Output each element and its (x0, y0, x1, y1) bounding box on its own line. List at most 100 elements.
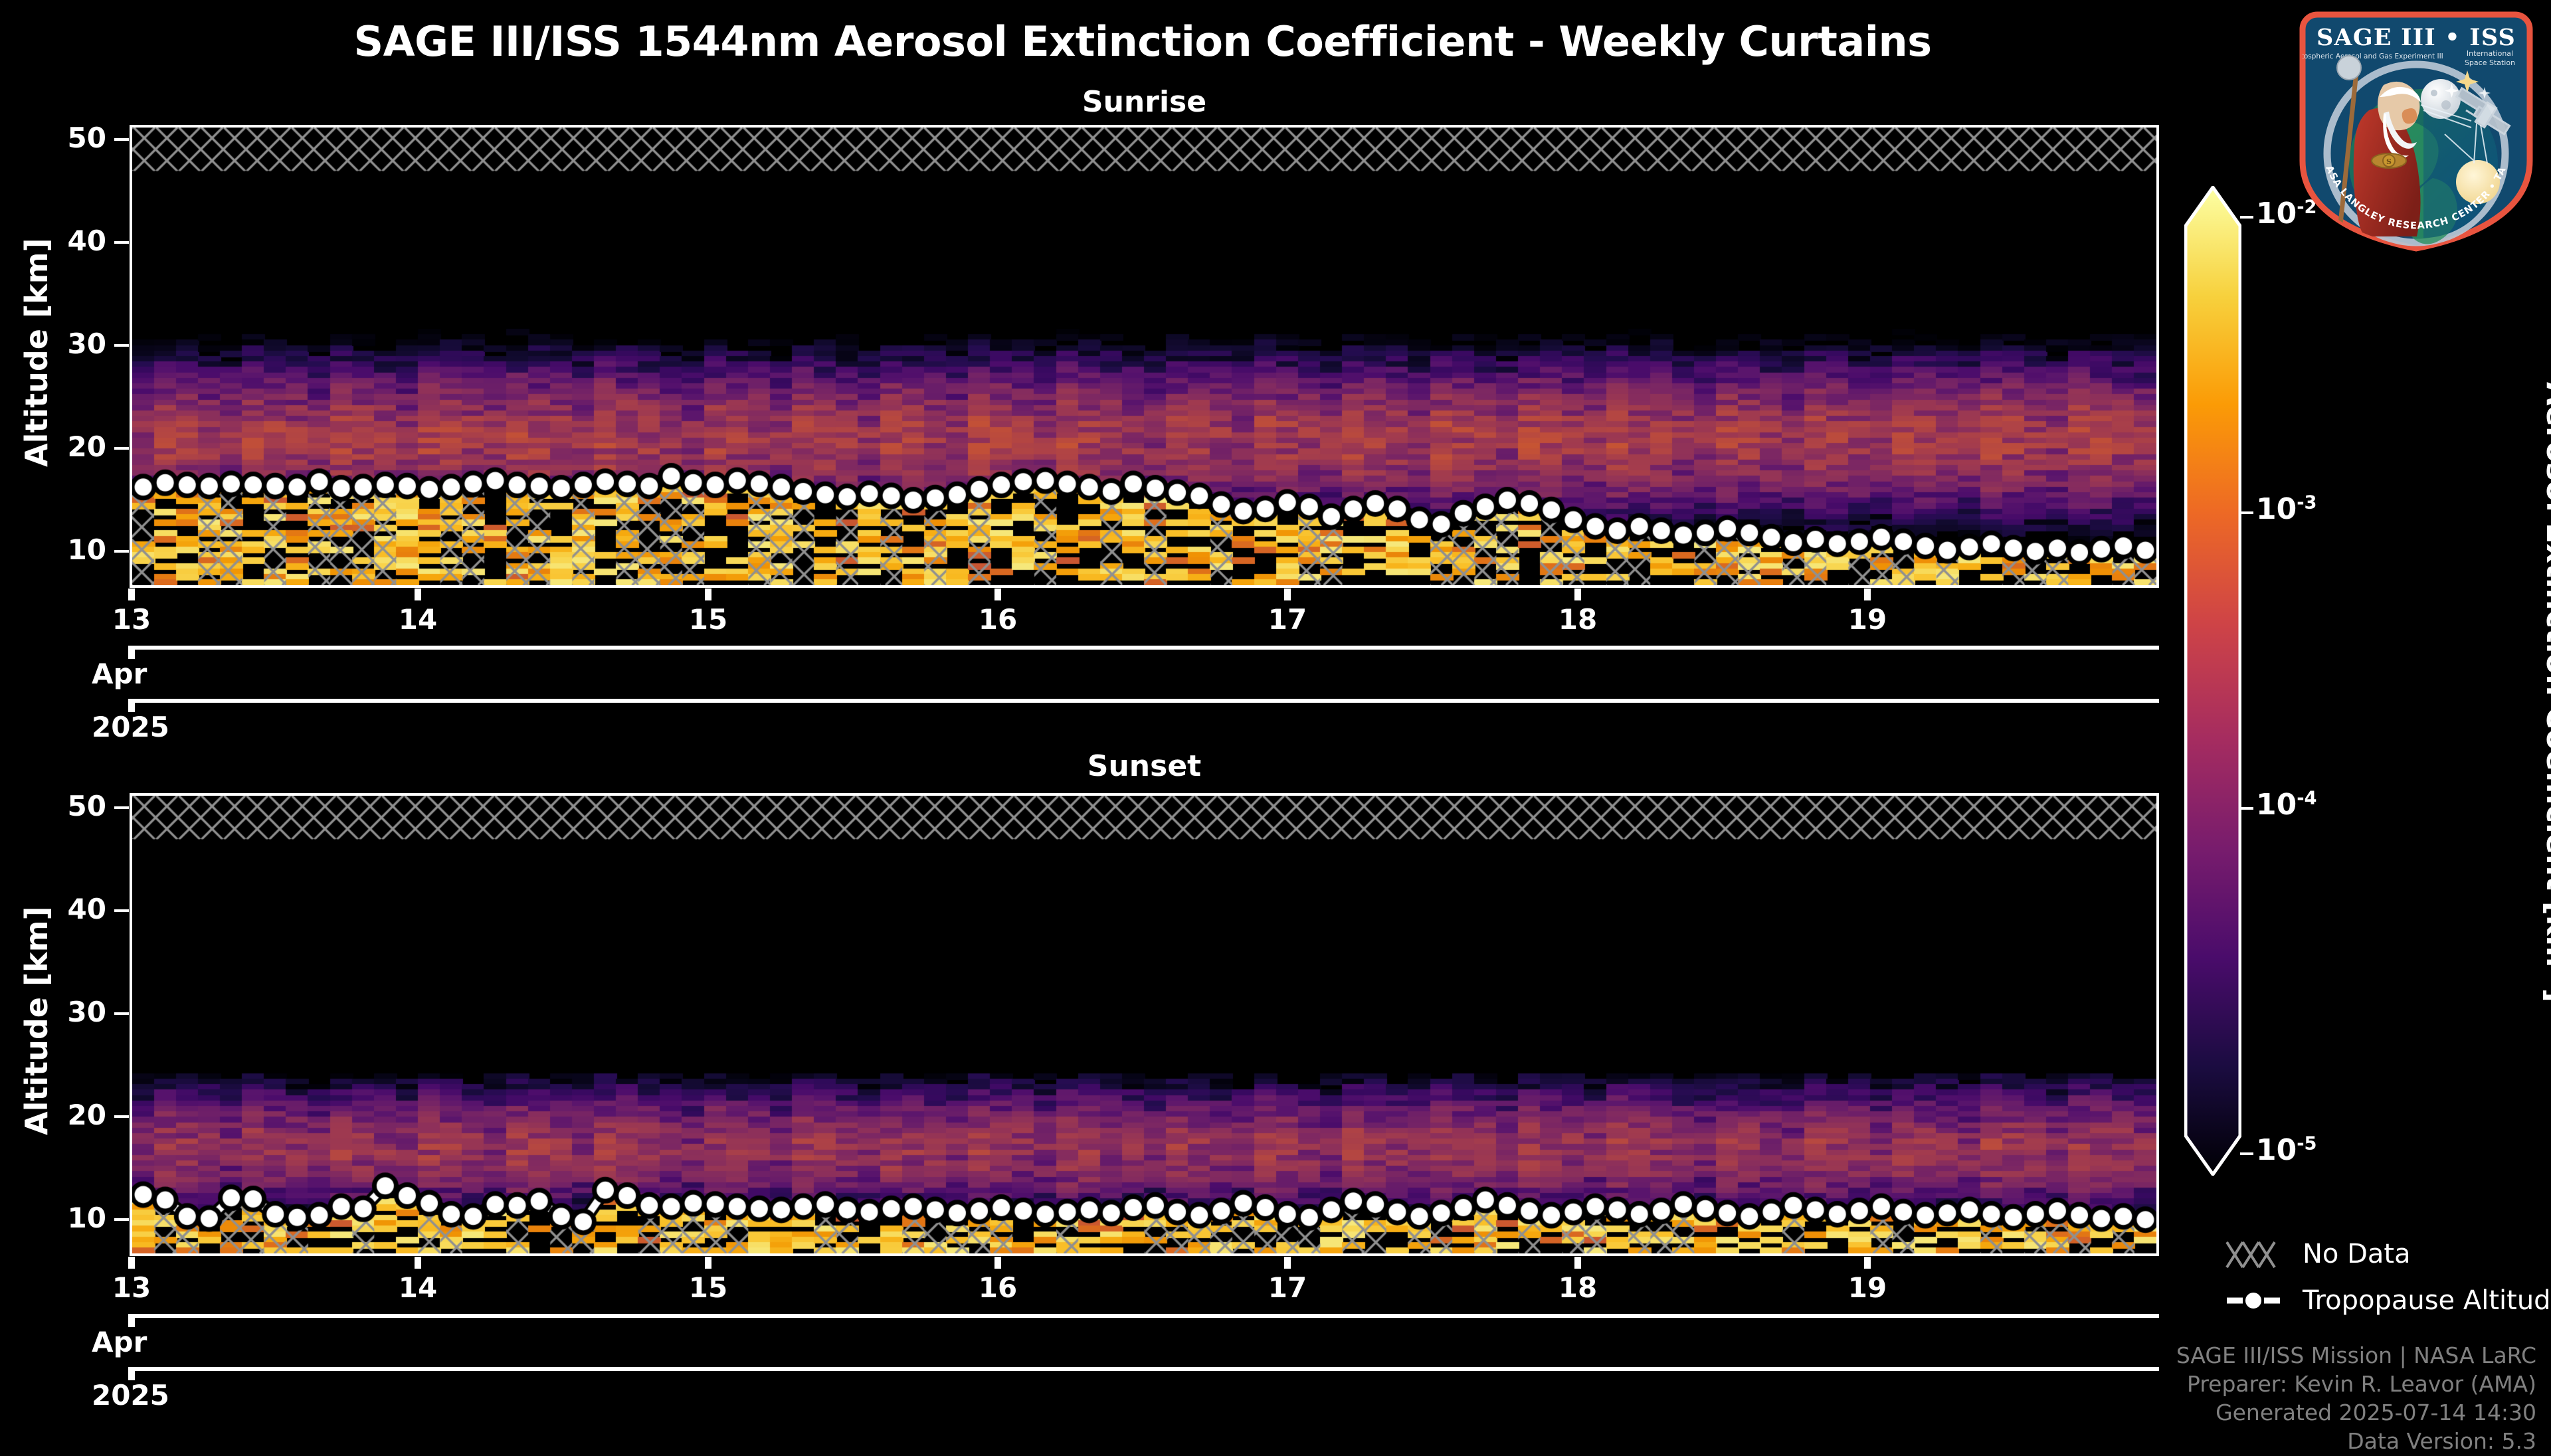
xtickmark-sunrise-5 (1574, 589, 1581, 600)
footer-line-preparer: Preparer: Kevin R. Leavor (AMA) (2187, 1370, 2536, 1397)
xtick-sunset-17: 17 (1268, 1271, 1307, 1304)
ytickmark-sunrise-50 (114, 138, 129, 141)
xtick-sunrise-18: 18 (1558, 603, 1598, 636)
xtickmark-sunset-6 (1864, 1257, 1871, 1269)
xtickmark-sunrise-6 (1864, 589, 1871, 600)
sunset-year-rule-cap (128, 1367, 135, 1380)
xtick-sunrise-19: 19 (1847, 603, 1887, 636)
colorbar-tickmark-1e-3 (2240, 511, 2253, 514)
colorbar-label-1e-3: 10-3 (2256, 492, 2317, 526)
ytick-sunrise-50: 50 (67, 122, 106, 154)
xtick-sunset-18: 18 (1558, 1271, 1598, 1304)
colorbar-tickmark-1e-4 (2240, 807, 2253, 810)
patch-inner-ring (2323, 60, 2509, 246)
patch-moon (2421, 79, 2461, 119)
colorbar-label-1e-2: 10-2 (2256, 197, 2317, 230)
patch-star-1 (2456, 70, 2479, 93)
xtick-sunset-16: 16 (978, 1271, 1018, 1304)
sunset-month-label: Apr (92, 1326, 147, 1358)
figure-title: SAGE III/ISS 1544nm Aerosol Extinction C… (353, 17, 1932, 66)
sunset-year-label: 2025 (92, 1379, 169, 1411)
sunrise-year-rule-cap (128, 699, 135, 712)
ytickmark-sunset-10 (114, 1218, 129, 1221)
patch-subtitle-right-1: International (2467, 49, 2513, 58)
sunrise-heatmap-canvas (132, 128, 2156, 585)
xtick-sunset-19: 19 (1847, 1271, 1887, 1304)
sunrise-plot-area[interactable] (130, 125, 2159, 588)
panel-sunrise-title: Sunrise (1082, 85, 1207, 119)
sunset-heatmap-canvas (132, 796, 2156, 1253)
ytickmark-sunrise-10 (114, 550, 129, 553)
ytickmark-sunset-30 (114, 1012, 129, 1015)
legend-label-no-data: No Data (2303, 1239, 2411, 1269)
sunset-month-rule (128, 1314, 2159, 1318)
colorbar-title: Aerosol Extinction Coefficient [km-1] (2540, 382, 2551, 1002)
hatch-x-icon (2225, 1241, 2276, 1269)
sunrise-month-rule (128, 646, 2159, 650)
footer-line-mission: SAGE III/ISS Mission | NASA LaRC (2176, 1342, 2536, 1368)
patch-subtitle-right-2: Space Station (2465, 58, 2515, 67)
legend-label-tropopause: Tropopause Altitude (2303, 1285, 2551, 1316)
xtick-sunrise-13: 13 (112, 603, 151, 636)
ytickmark-sunset-40 (114, 909, 129, 912)
ytick-sunset-30: 30 (67, 996, 106, 1028)
xtickmark-sunset-5 (1574, 1257, 1581, 1269)
ytick-sunrise-10: 10 (67, 533, 106, 566)
ytick-sunrise-30: 30 (67, 327, 106, 360)
patch-figure: S (2336, 55, 2421, 236)
patch-star-2 (2445, 84, 2459, 98)
xtick-sunrise-15: 15 (688, 603, 728, 636)
colorbar-gradient (2184, 185, 2242, 1176)
xtickmark-sunset-0 (128, 1257, 135, 1269)
patch-subtitle-left: Stratospheric Aerosol and Gas Experiment… (2291, 52, 2443, 60)
legend-item-tropopause[interactable]: Tropopause Altitude (2225, 1285, 2551, 1316)
xtick-sunrise-14: 14 (398, 603, 438, 636)
colorbar-label-1e-5: 10-5 (2256, 1133, 2317, 1167)
sage-iii-iss-logo: SAGE III • ISS Stratospheric Aerosol and… (2286, 0, 2542, 255)
xtickmark-sunset-3 (994, 1257, 1001, 1269)
xtick-sunset-13: 13 (112, 1271, 151, 1304)
xtickmark-sunset-1 (415, 1257, 421, 1269)
patch-title: SAGE III • ISS (2316, 24, 2516, 51)
ytick-sunset-20: 20 (67, 1099, 106, 1131)
ytickmark-sunset-50 (114, 806, 129, 809)
xtickmark-sunset-4 (1284, 1257, 1291, 1269)
ytick-sunset-40: 40 (67, 893, 106, 925)
ytickmark-sunrise-30 (114, 344, 129, 347)
xtickmark-sunrise-1 (415, 589, 421, 600)
colorbar-tickmark-1e-2 (2240, 216, 2253, 219)
sunset-month-rule-cap (128, 1314, 135, 1327)
xtickmark-sunrise-2 (705, 589, 711, 600)
sunrise-year-label: 2025 (92, 711, 169, 743)
xtick-sunrise-16: 16 (978, 603, 1018, 636)
ytickmark-sunrise-40 (114, 241, 129, 244)
legend-item-no-data[interactable]: No Data (2225, 1239, 2411, 1269)
sunset-year-rule (128, 1367, 2159, 1371)
ytick-sunrise-40: 40 (67, 225, 106, 257)
panel-sunset-title: Sunset (1087, 749, 1202, 783)
footer-credits: SAGE III/ISS Mission | NASA LaRC Prepare… (2071, 1342, 2536, 1456)
sunrise-month-label: Apr (92, 658, 147, 690)
patch-star-3 (2479, 87, 2491, 99)
xtick-sunset-15: 15 (688, 1271, 728, 1304)
svg-text:S: S (2386, 157, 2392, 166)
tropopause-line-icon (2227, 1291, 2280, 1310)
sunrise-year-rule (128, 699, 2159, 703)
xtick-sunset-14: 14 (398, 1271, 438, 1304)
patch-sun (2456, 160, 2500, 204)
mission-patch-svg: SAGE III • ISS Stratospheric Aerosol and… (2286, 0, 2533, 252)
sunset-plot-area[interactable] (130, 793, 2159, 1256)
ytick-sunset-50: 50 (67, 790, 106, 822)
patch-sight-lines (2420, 104, 2488, 164)
colorbar[interactable] (2184, 185, 2253, 1176)
ytick-sunset-10: 10 (67, 1202, 106, 1234)
patch-iss (2455, 86, 2511, 136)
xtickmark-sunrise-3 (994, 589, 1001, 600)
xtickmark-sunrise-4 (1284, 589, 1291, 600)
xtickmark-sunrise-0 (128, 589, 135, 600)
xtickmark-sunset-2 (705, 1257, 711, 1269)
colorbar-tickmark-1e-5 (2240, 1152, 2253, 1155)
xtick-sunrise-17: 17 (1268, 603, 1307, 636)
footer-line-version: Data Version: 5.3 (2347, 1427, 2536, 1454)
colorbar-label-1e-4: 10-4 (2256, 788, 2317, 822)
